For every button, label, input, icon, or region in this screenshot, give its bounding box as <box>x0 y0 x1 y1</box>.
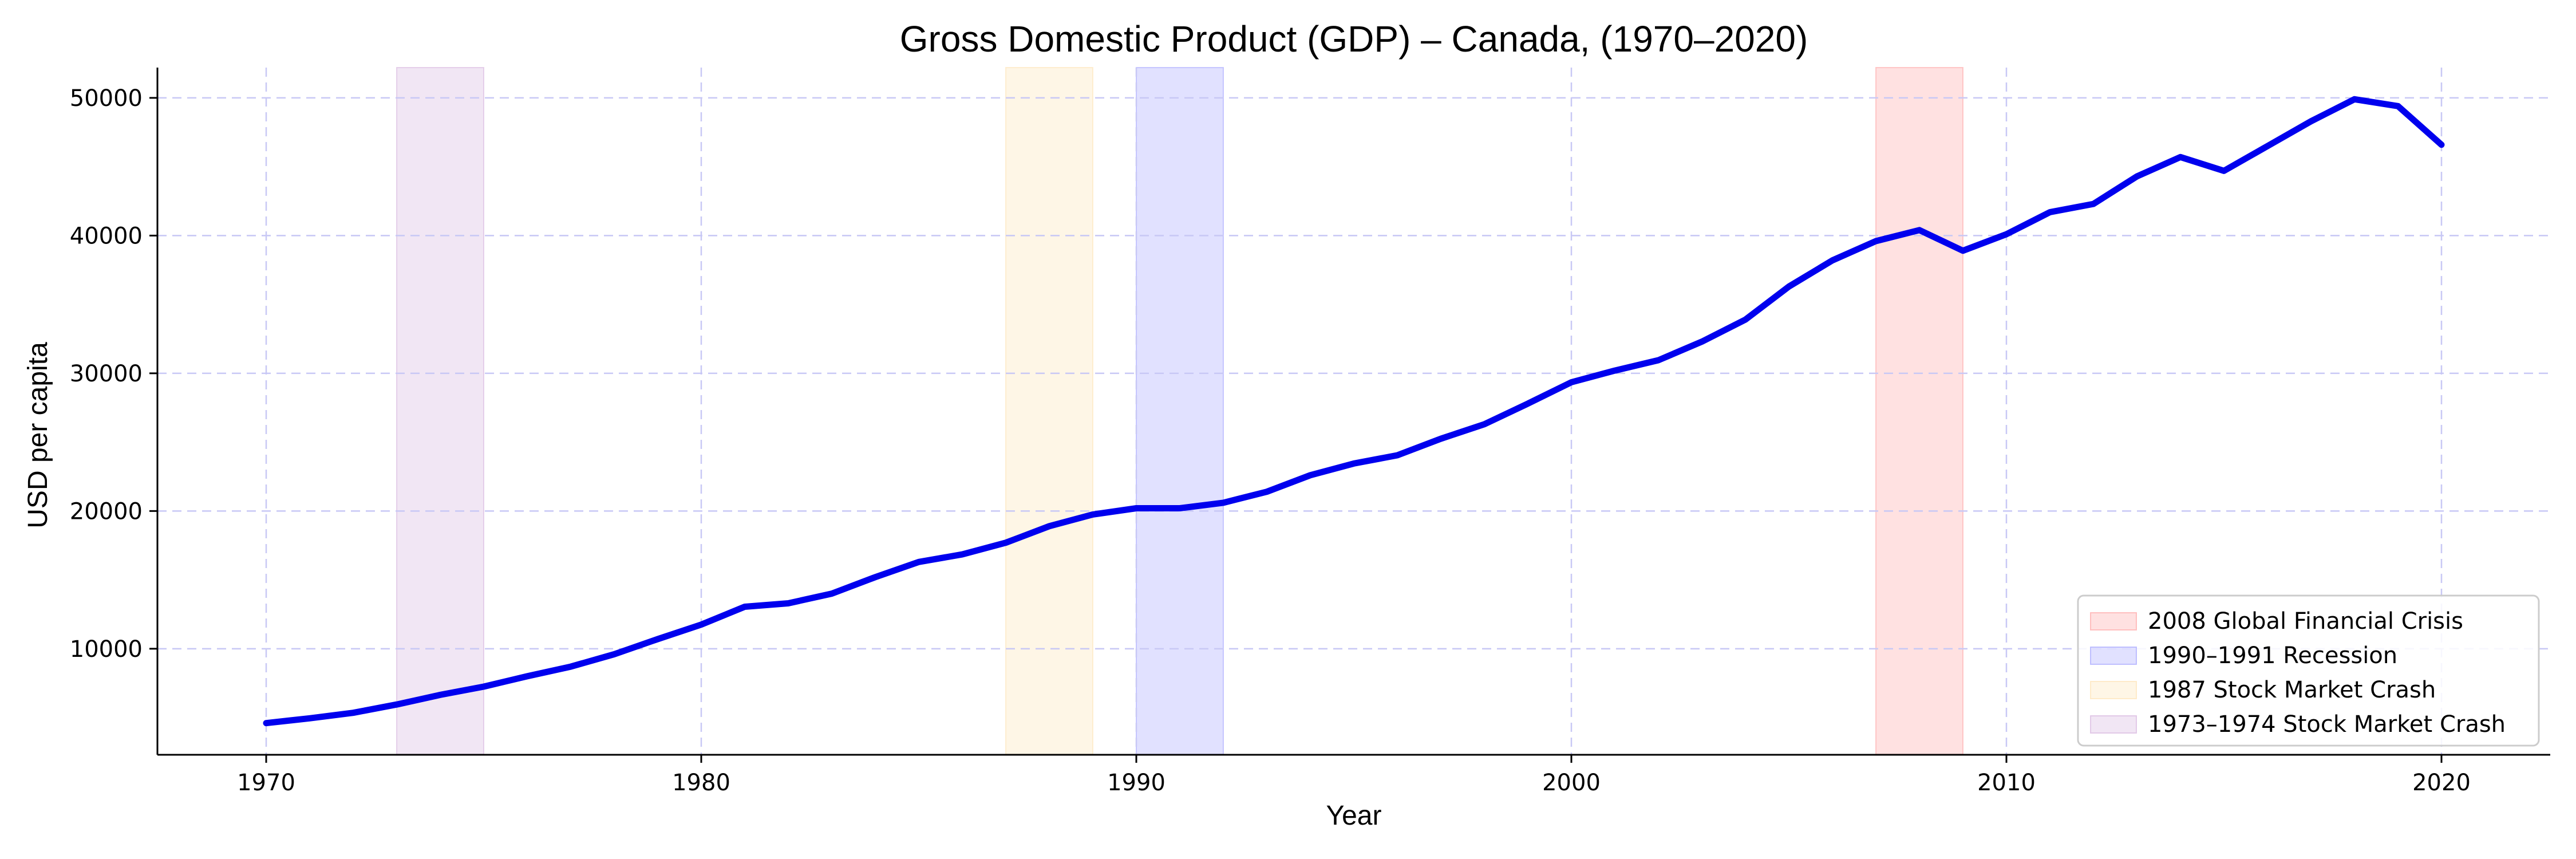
y-tick-label-50000: 50000 <box>70 85 143 112</box>
data-point-1978 <box>614 653 615 655</box>
legend-label-3: 1973–1974 Stock Market Crash <box>2148 711 2506 738</box>
x-tick-label-1980: 1980 <box>672 770 730 796</box>
legend-label-0: 2008 Global Financial Crisis <box>2148 608 2463 635</box>
data-point-2002 <box>1658 360 1659 361</box>
y-tick-label-10000: 10000 <box>70 636 143 663</box>
axes: 1970 1980 1990 2000 2010 2020 10000 20000 30000 4… <box>70 68 2550 796</box>
legend-swatch-1 <box>2090 647 2137 665</box>
data-point-2000 <box>1571 381 1572 383</box>
shaded-region-1 <box>1136 67 1224 755</box>
data-point-1980 <box>701 624 702 625</box>
x-axis-label: Year <box>1326 801 1382 831</box>
data-point-2016 <box>2267 145 2268 147</box>
legend-label-2: 1987 Stock Market Crash <box>2148 677 2436 703</box>
legend-swatch-0 <box>2090 612 2137 631</box>
data-point-1986 <box>962 554 963 555</box>
data-point-1972 <box>353 712 354 714</box>
legend-box <box>2077 594 2540 747</box>
series-layer <box>263 96 2445 727</box>
data-point-2020 <box>2441 144 2442 145</box>
shaded-region-3 <box>396 67 484 755</box>
shaded-regions <box>396 67 1963 755</box>
y-tick-label-40000: 40000 <box>70 223 143 249</box>
data-point-2018 <box>2354 98 2355 100</box>
data-point-2019 <box>2397 105 2399 107</box>
data-point-2006 <box>1832 260 1833 261</box>
data-point-1992 <box>1223 502 1224 503</box>
legend-swatch-2 <box>2090 681 2137 699</box>
x-tick-label-2020: 2020 <box>2412 770 2471 796</box>
legend-swatch-3 <box>2090 715 2137 734</box>
y-tick-label-30000: 30000 <box>70 361 143 387</box>
chart-title: Gross Domestic Product (GDP) – Canada, (… <box>900 18 1808 60</box>
shaded-region-2 <box>1005 67 1093 755</box>
shaded-region-0 <box>1875 67 1963 755</box>
x-tick-label-1990: 1990 <box>1107 770 1165 796</box>
legend-label-1: 1990–1991 Recession <box>2148 643 2397 669</box>
y-tick-label-20000: 20000 <box>70 498 143 525</box>
grid-lines <box>157 68 2550 755</box>
data-point-1990 <box>1136 508 1137 509</box>
legend: 2008 Global Financial Crisis 1990–1991 Re… <box>2077 594 2540 747</box>
x-tick-label-2000: 2000 <box>1542 770 1601 796</box>
x-tick-label-2010: 2010 <box>1977 770 2036 796</box>
x-tick-label-1970: 1970 <box>237 770 295 796</box>
data-point-1982 <box>788 602 789 604</box>
y-axis-label: USD per capita <box>23 342 53 529</box>
